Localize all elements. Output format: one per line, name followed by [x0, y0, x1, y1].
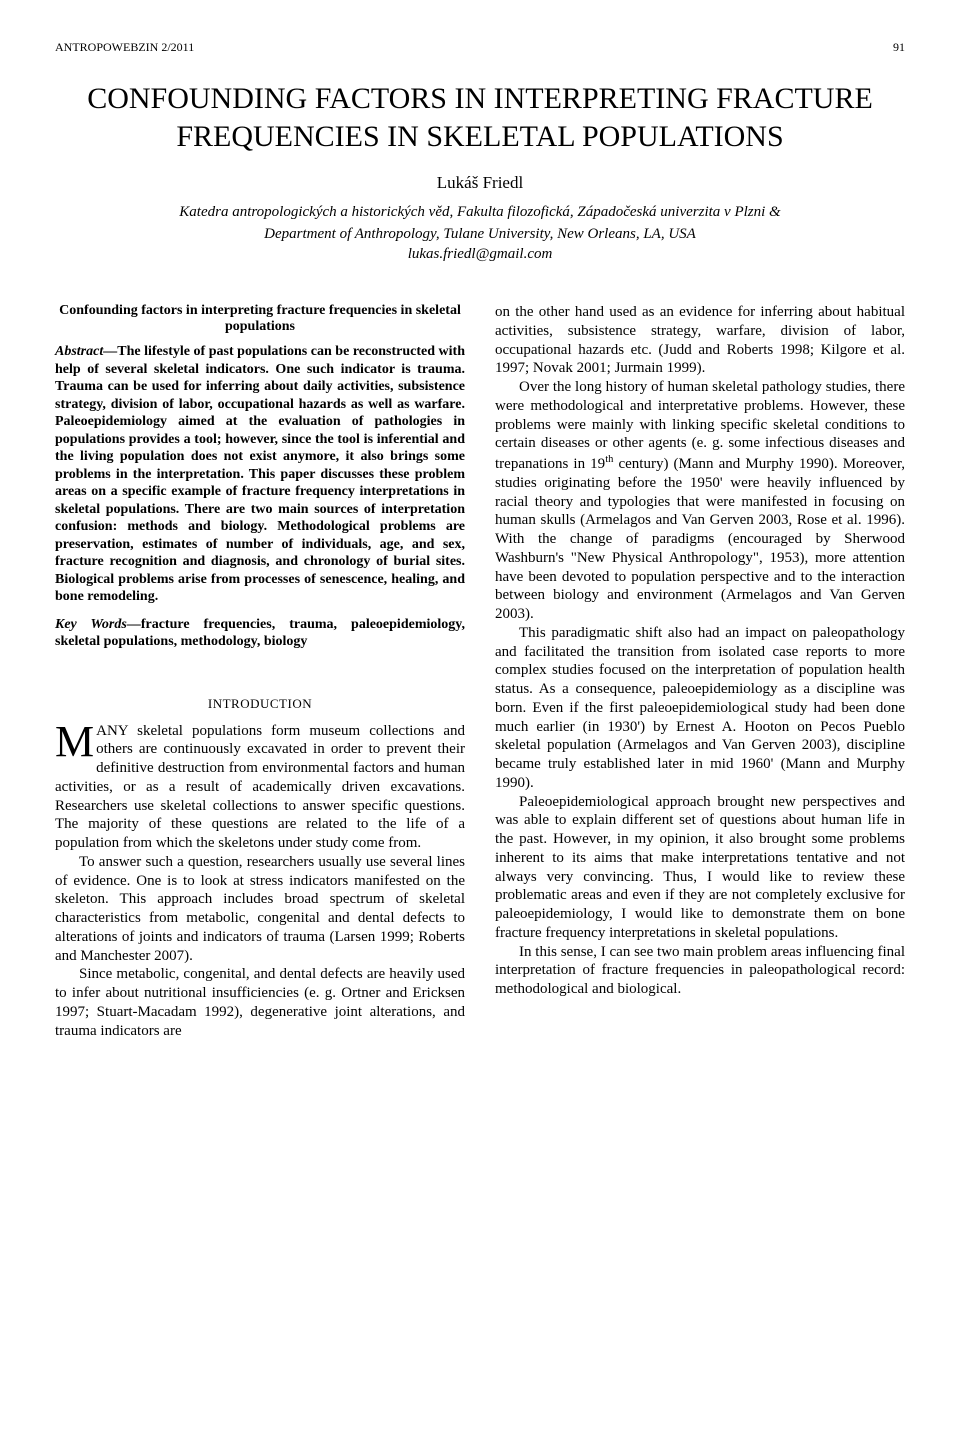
paper-title: CONFOUNDING FACTORS IN INTERPRETING FRAC…	[85, 80, 875, 155]
page-number: 91	[893, 40, 905, 55]
right-para-2: Over the long history of human skeletal …	[495, 378, 905, 624]
abstract-text: The lifestyle of past populations can be…	[55, 344, 465, 604]
dropcap: M	[55, 722, 96, 760]
author-email: lukas.friedl@gmail.com	[55, 246, 905, 263]
right-para-5: In this sense, I can see two main proble…	[495, 943, 905, 999]
affiliation-line-2: Department of Anthropology, Tulane Unive…	[55, 225, 905, 245]
two-column-body: Confounding factors in interpreting frac…	[55, 303, 905, 1040]
abstract-label: Abstract—	[55, 344, 117, 359]
running-header: ANTROPOWEBZIN 2/2011 91	[55, 40, 905, 55]
journal-name: ANTROPOWEBZIN 2/2011	[55, 40, 194, 55]
right-column: on the other hand used as an evidence fo…	[495, 303, 905, 1040]
abstract-heading: Confounding factors in interpreting frac…	[55, 303, 465, 335]
intro-para-1-text: ANY skeletal populations form museum col…	[55, 723, 465, 852]
author-name: Lukáš Friedl	[55, 173, 905, 193]
intro-para-1: MANY skeletal populations form museum co…	[55, 722, 465, 853]
intro-para-3: Since metabolic, congenital, and dental …	[55, 965, 465, 1040]
right-para-1: on the other hand used as an evidence fo…	[495, 303, 905, 378]
keywords-block: Key Words—fracture frequencies, trauma, …	[55, 616, 465, 651]
page: ANTROPOWEBZIN 2/2011 91 CONFOUNDING FACT…	[0, 0, 960, 1080]
left-column: Confounding factors in interpreting frac…	[55, 303, 465, 1040]
right-para-2b: century) (Mann and Murphy 1990). Moreove…	[495, 456, 905, 622]
intro-para-2: To answer such a question, researchers u…	[55, 853, 465, 966]
abstract-block: Abstract—The lifestyle of past populatio…	[55, 343, 465, 606]
affiliation-line-1: Katedra antropologických a historických …	[55, 203, 905, 223]
right-para-3: This paradigmatic shift also had an impa…	[495, 624, 905, 793]
section-introduction: INTRODUCTION	[55, 696, 465, 712]
keywords-label: Key Words—	[55, 617, 141, 632]
right-para-4: Paleoepidemiological approach brought ne…	[495, 793, 905, 943]
